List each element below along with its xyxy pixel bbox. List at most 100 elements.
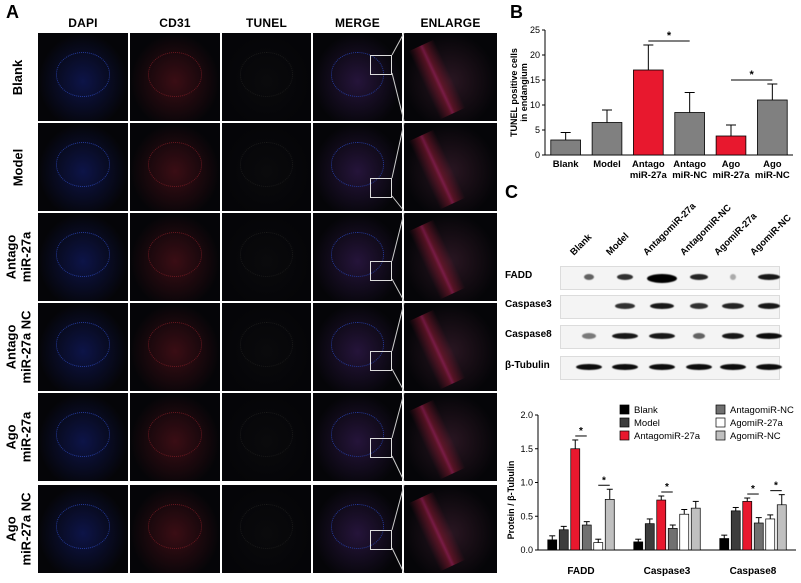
category-label: miR-27a bbox=[630, 170, 668, 181]
protein-label: Caspase8 bbox=[505, 329, 552, 340]
zoom-box bbox=[370, 178, 392, 198]
bar bbox=[558, 529, 569, 551]
connector-line bbox=[391, 484, 405, 531]
micrograph-tile bbox=[130, 393, 220, 481]
blot-band bbox=[649, 333, 675, 339]
vessel-outline bbox=[239, 232, 294, 277]
bar bbox=[570, 448, 581, 551]
significance-marker: * bbox=[667, 30, 672, 42]
bar bbox=[593, 542, 604, 551]
category-label: miR-NC bbox=[755, 170, 790, 181]
micrograph-tile bbox=[313, 485, 402, 573]
bar bbox=[674, 112, 705, 156]
protein-label: β-Tubulin bbox=[505, 360, 550, 371]
category-label: Antago bbox=[673, 159, 706, 170]
y-tick-label: 0 bbox=[535, 150, 540, 160]
significance-marker: * bbox=[774, 481, 778, 492]
y-axis-label-line: in endangium bbox=[519, 63, 529, 122]
blot-band bbox=[584, 274, 594, 280]
bar bbox=[757, 99, 788, 156]
blot-band bbox=[690, 274, 708, 280]
y-tick-label: 0.0 bbox=[520, 545, 533, 555]
vessel-outline bbox=[56, 142, 111, 187]
bar bbox=[633, 541, 644, 551]
category-label: miR-27a bbox=[713, 170, 751, 181]
bar bbox=[633, 69, 664, 156]
legend-swatch bbox=[715, 430, 726, 441]
bar bbox=[765, 518, 776, 551]
vessel-outline bbox=[239, 322, 294, 367]
group-label: Caspase3 bbox=[644, 566, 691, 577]
blot-strip bbox=[560, 266, 780, 290]
bar bbox=[547, 539, 558, 551]
blot-band bbox=[720, 364, 746, 370]
bar bbox=[776, 504, 787, 551]
category-label: Ago bbox=[763, 159, 782, 170]
bar bbox=[550, 139, 581, 156]
zoom-box bbox=[370, 530, 392, 550]
panel-letter-c: C bbox=[505, 182, 518, 202]
micrograph-tile bbox=[222, 303, 311, 391]
vessel-outline bbox=[56, 504, 111, 549]
zoom-box bbox=[370, 351, 392, 371]
blot-band bbox=[758, 303, 780, 309]
connector-line bbox=[391, 455, 405, 482]
connector-line bbox=[391, 195, 405, 212]
vessel-outline bbox=[330, 142, 385, 187]
micrograph-tile bbox=[313, 213, 402, 301]
bar bbox=[719, 538, 730, 551]
y-tick-label: 25 bbox=[530, 25, 540, 35]
y-axis-label: TUNEL positive cellsin endangium bbox=[509, 48, 529, 137]
blot-band bbox=[612, 333, 638, 339]
micrograph-tile bbox=[313, 123, 402, 211]
connector-line bbox=[391, 368, 405, 392]
panel-letter-a: A bbox=[6, 2, 19, 22]
bar bbox=[679, 513, 690, 551]
column-header: TUNEL bbox=[246, 16, 287, 30]
vessel-outline bbox=[56, 232, 111, 277]
blot-band bbox=[647, 274, 677, 283]
micrograph-tile bbox=[38, 33, 128, 121]
micrograph-tile bbox=[38, 303, 128, 391]
bar bbox=[591, 122, 623, 156]
protein-label: Caspase3 bbox=[505, 299, 552, 310]
legend-label: AgomiR-NC bbox=[730, 431, 781, 442]
blot-band bbox=[612, 364, 638, 370]
legend-label: AgomiR-27a bbox=[730, 418, 784, 429]
legend-label: AntagomiR-27a bbox=[634, 431, 701, 442]
micrograph-tile bbox=[404, 33, 497, 121]
blot-band bbox=[722, 303, 744, 309]
bar bbox=[644, 523, 655, 551]
micrograph-tile bbox=[130, 213, 220, 301]
micrograph-tile bbox=[222, 123, 311, 211]
blot-strip bbox=[560, 356, 782, 380]
y-tick-label: 10 bbox=[530, 100, 540, 110]
bar bbox=[730, 510, 741, 551]
category-label: Antago bbox=[632, 159, 665, 170]
y-tick-label: 15 bbox=[530, 75, 540, 85]
y-tick-label: 5 bbox=[535, 125, 540, 135]
connector-line bbox=[391, 547, 405, 574]
significance-marker: * bbox=[665, 482, 669, 493]
legend-swatch bbox=[715, 404, 726, 415]
column-header: CD31 bbox=[159, 16, 191, 30]
vessel-outline bbox=[330, 232, 385, 277]
micrograph-tile bbox=[38, 123, 128, 211]
y-tick-label: 2.0 bbox=[520, 410, 533, 420]
blot-band bbox=[730, 274, 736, 280]
connector-line bbox=[391, 122, 405, 179]
micrograph-tile bbox=[38, 213, 128, 301]
micrograph-tile bbox=[404, 393, 497, 481]
blot-band bbox=[649, 364, 675, 370]
protein-bar-chart: 0.0 0.5 1.0 1.5 2.0 Protein / β-Tubulin FADD Ca… bbox=[506, 404, 796, 577]
connector-line bbox=[391, 302, 405, 352]
legend-swatch bbox=[619, 404, 630, 415]
bar bbox=[742, 501, 753, 551]
micrograph-tile bbox=[130, 303, 220, 391]
blot-band bbox=[690, 303, 708, 309]
column-header: ENLARGE bbox=[420, 16, 481, 30]
vessel-outline bbox=[330, 322, 385, 367]
micrograph-tile bbox=[130, 485, 220, 573]
y-tick-label: 1.5 bbox=[520, 444, 533, 454]
vessel-outline bbox=[148, 142, 203, 187]
